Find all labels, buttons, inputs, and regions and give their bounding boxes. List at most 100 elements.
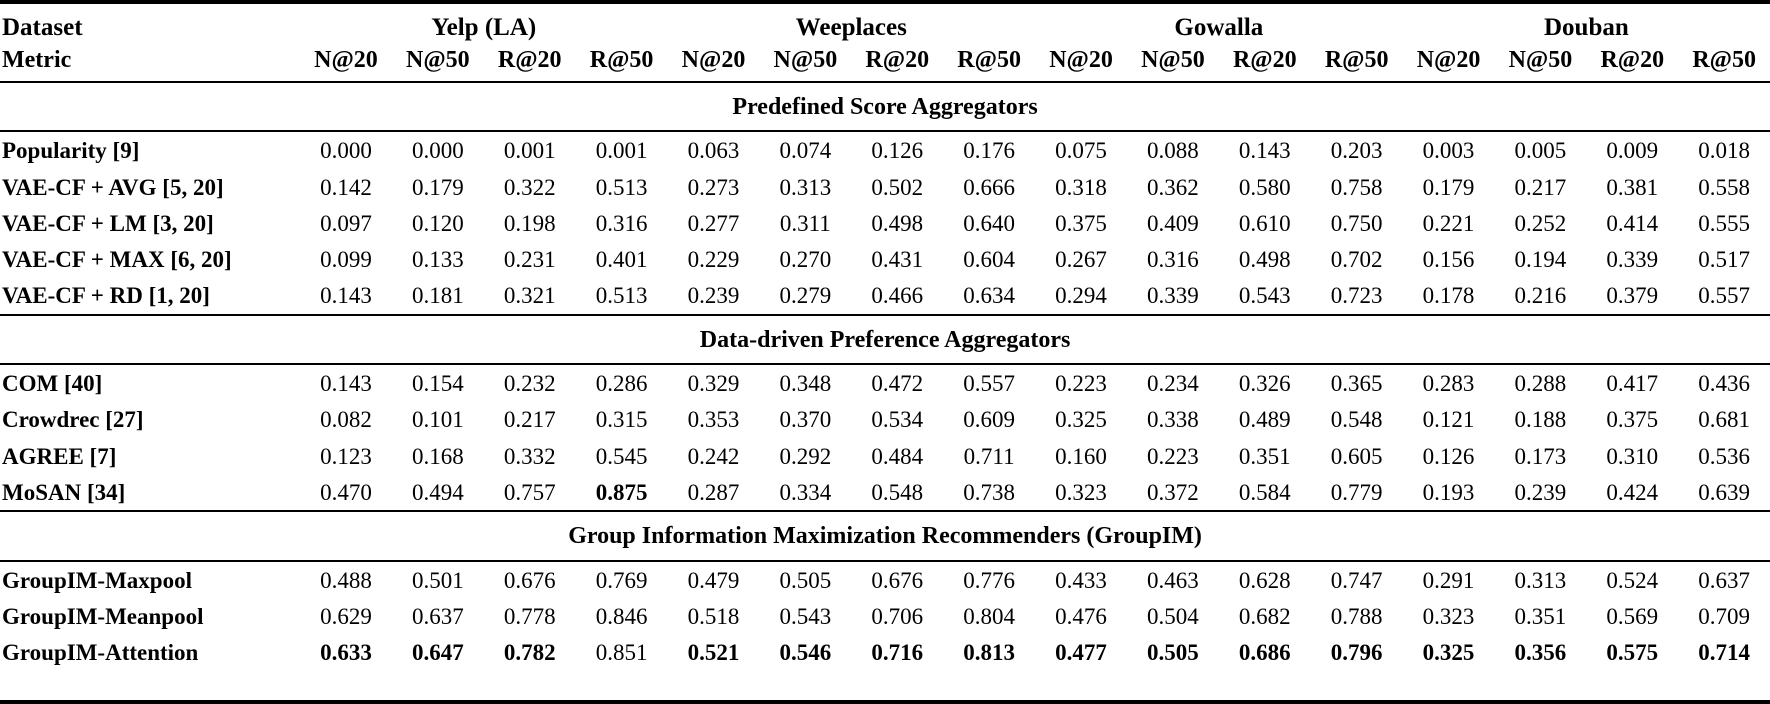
value-cell: 0.647 xyxy=(411,640,464,666)
value-cell: 0.436 xyxy=(1698,371,1751,397)
value-cell: 0.332 xyxy=(503,443,556,469)
value-cell: 0.637 xyxy=(411,604,464,630)
value-cell: 0.417 xyxy=(1606,371,1659,397)
value-cell: 0.351 xyxy=(1514,604,1567,630)
metric-cell: R@20 xyxy=(483,41,576,83)
table-row: VAE-CF + LM [3, 20] 0.097 0.120 0.198 0.316 0… xyxy=(0,205,1770,241)
value-cell: 0.401 xyxy=(595,247,648,273)
value-cell: 0.126 xyxy=(871,138,924,164)
value-cell: 0.126 xyxy=(1422,443,1475,469)
value-cell: 0.875 xyxy=(575,474,668,513)
row-label: GroupIM-Maxpool xyxy=(2,567,192,593)
value-cell: 0.813 xyxy=(963,640,1015,666)
value-cell: 0.758 xyxy=(1330,174,1383,200)
value-cell: 0.101 xyxy=(411,407,464,433)
value-cell: 0.252 xyxy=(1514,210,1567,236)
value-cell: 0.769 xyxy=(595,567,648,593)
value-cell: 0.666 xyxy=(963,174,1015,200)
value-cell: 0.640 xyxy=(963,210,1015,236)
section-title-row: Data-driven Preference Aggregators xyxy=(0,314,1770,366)
value-cell: 0.313 xyxy=(779,174,832,200)
value-cell: 0.788 xyxy=(1330,604,1383,630)
table-row: Popularity [9] 0.000 0.000 0.001 0.001 0.063 0… xyxy=(0,131,1770,168)
value-cell: 0.329 xyxy=(687,371,740,397)
metric-header-row: Metric N@20 N@50 R@20 R@50 N@20 N@50 R@20 R@50 N@… xyxy=(0,41,1770,83)
row-label: Crowdrec [27] xyxy=(2,407,144,433)
value-cell: 0.322 xyxy=(503,174,556,200)
value-cell: 0.143 xyxy=(320,371,372,397)
value-cell: 0.470 xyxy=(300,474,392,513)
value-cell: 0.709 xyxy=(1698,604,1751,630)
value-cell: 0.239 xyxy=(667,277,760,316)
row-label: VAE-CF + MAX [6, 20] xyxy=(2,247,232,273)
value-cell: 0.521 xyxy=(687,640,740,666)
value-cell: 0.348 xyxy=(779,371,832,397)
value-cell: 0.178 xyxy=(1402,277,1495,316)
value-cell: 0.273 xyxy=(687,174,740,200)
value-cell: 0.536 xyxy=(1698,443,1751,469)
section-title-row: Group Information Maximization Recommend… xyxy=(0,511,1770,562)
row-label: COM [40] xyxy=(2,371,103,397)
value-cell: 0.353 xyxy=(687,407,740,433)
value-cell: 0.291 xyxy=(1422,567,1475,593)
value-cell: 0.179 xyxy=(1422,174,1475,200)
value-cell: 0.356 xyxy=(1514,640,1567,666)
value-cell: 0.543 xyxy=(1218,277,1311,316)
value-cell: 0.776 xyxy=(963,567,1015,593)
value-cell: 0.217 xyxy=(503,407,556,433)
value-cell: 0.433 xyxy=(1055,567,1107,593)
value-cell: 0.334 xyxy=(759,474,852,513)
value-cell: 0.365 xyxy=(1330,371,1383,397)
value-cell: 0.018 xyxy=(1698,138,1751,164)
value-cell: 0.778 xyxy=(503,604,556,630)
value-cell: 0.097 xyxy=(320,210,372,236)
table-row: VAE-CF + MAX [6, 20] 0.099 0.133 0.231 0.401… xyxy=(0,241,1770,277)
metric-cell: N@20 xyxy=(1035,41,1127,83)
value-cell: 0.545 xyxy=(595,443,648,469)
row-label: VAE-CF + LM [3, 20] xyxy=(2,210,214,236)
value-cell: 0.375 xyxy=(1055,210,1107,236)
value-cell: 0.686 xyxy=(1238,640,1291,666)
value-cell: 0.424 xyxy=(1586,474,1679,513)
value-cell: 0.575 xyxy=(1606,640,1659,666)
value-cell: 0.681 xyxy=(1698,407,1751,433)
table-row: AGREE [7] 0.123 0.168 0.332 0.545 0.242 0.292 0… xyxy=(0,438,1770,474)
value-cell: 0.009 xyxy=(1606,138,1659,164)
section-title-row: Predefined Score Aggregators xyxy=(0,81,1770,133)
value-cell: 0.372 xyxy=(1126,474,1219,513)
metric-cell: R@50 xyxy=(1310,41,1403,83)
value-cell: 0.154 xyxy=(411,371,464,397)
value-cell: 0.494 xyxy=(391,474,484,513)
value-cell: 0.543 xyxy=(779,604,832,630)
value-cell: 0.279 xyxy=(759,277,852,316)
value-cell: 0.747 xyxy=(1330,567,1383,593)
value-cell: 0.716 xyxy=(871,640,924,666)
value-cell: 0.123 xyxy=(320,443,372,469)
metric-cell: N@50 xyxy=(759,41,852,83)
value-cell: 0.555 xyxy=(1698,210,1751,236)
value-cell: 0.229 xyxy=(687,247,740,273)
value-cell: 0.203 xyxy=(1330,138,1383,164)
value-cell: 0.001 xyxy=(503,138,556,164)
value-cell: 0.120 xyxy=(411,210,464,236)
value-cell: 0.142 xyxy=(320,174,372,200)
value-cell: 0.003 xyxy=(1422,138,1475,164)
value-cell: 0.757 xyxy=(483,474,576,513)
value-cell: 0.504 xyxy=(1147,604,1199,630)
metric-cell: R@20 xyxy=(1218,41,1311,83)
value-cell: 0.223 xyxy=(1055,371,1107,397)
value-cell: 0.682 xyxy=(1238,604,1291,630)
value-cell: 0.557 xyxy=(963,371,1015,397)
value-cell: 0.846 xyxy=(595,604,648,630)
value-cell: 0.326 xyxy=(1238,371,1291,397)
row-label: VAE-CF + RD [1, 20] xyxy=(0,277,300,316)
value-cell: 0.325 xyxy=(1422,640,1475,666)
value-cell: 0.133 xyxy=(411,247,464,273)
value-cell: 0.498 xyxy=(871,210,924,236)
value-cell: 0.484 xyxy=(871,443,924,469)
value-cell: 0.221 xyxy=(1422,210,1475,236)
value-cell: 0.179 xyxy=(411,174,464,200)
value-cell: 0.121 xyxy=(1422,407,1475,433)
value-cell: 0.706 xyxy=(871,604,924,630)
value-cell: 0.325 xyxy=(1055,407,1107,433)
